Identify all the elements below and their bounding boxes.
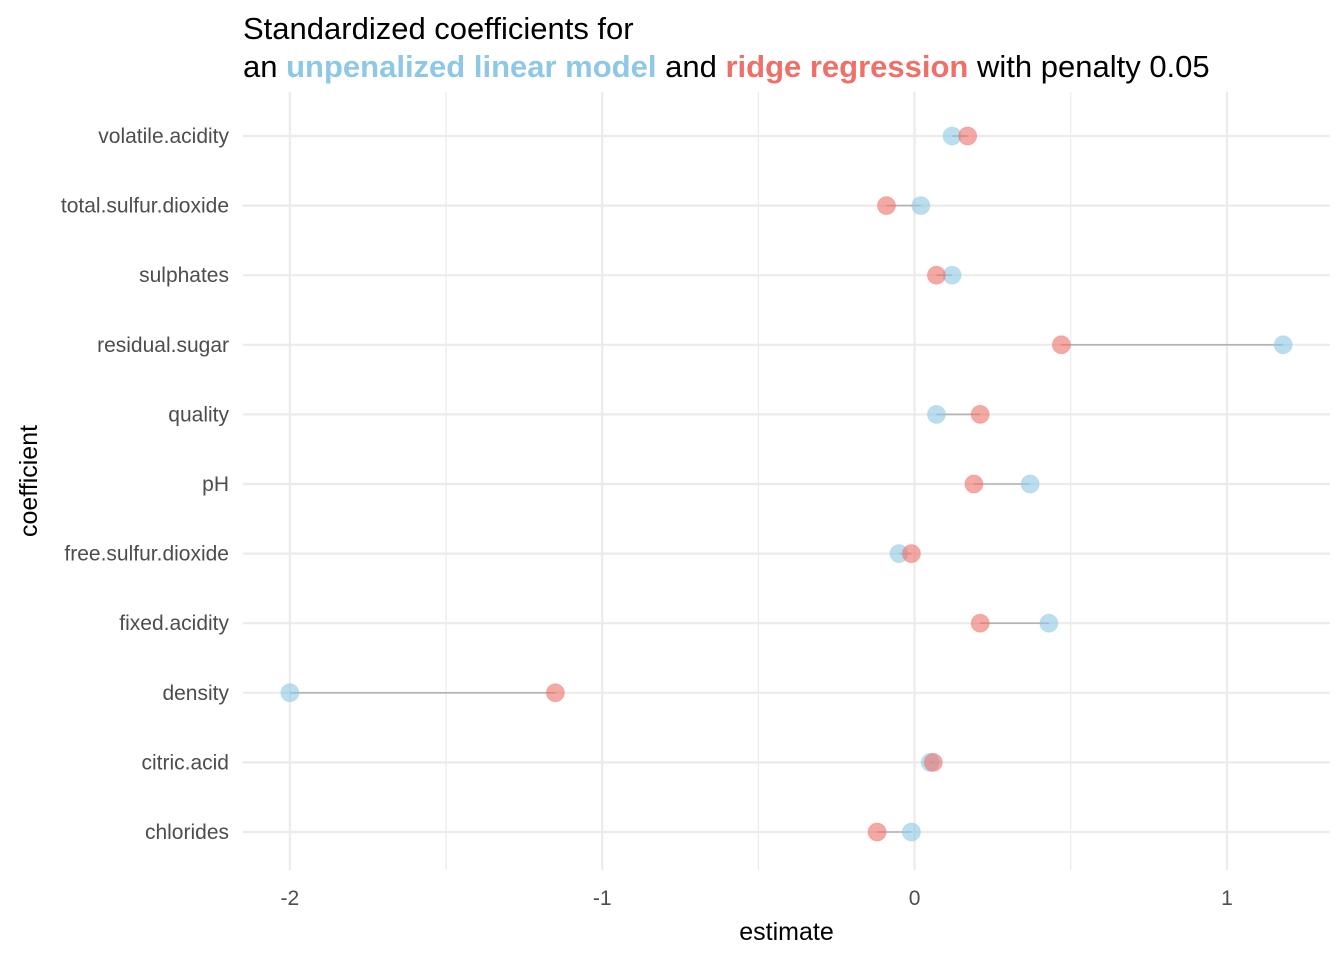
point-unpenalized-residual.sugar — [1273, 335, 1293, 355]
point-unpenalized-quality — [926, 404, 946, 424]
y-tick-label: chlorides — [145, 821, 229, 844]
title-line-1: Standardized coefficients for — [243, 11, 634, 46]
x-tick-label: -1 — [593, 887, 612, 910]
grid-lines — [243, 92, 1330, 870]
x-tick-label: -2 — [281, 887, 300, 910]
title-highlight-unpenalized: unpenalized linear model — [286, 49, 657, 84]
point-unpenalized-density — [280, 683, 300, 703]
x-tick-label: 0 — [909, 887, 921, 910]
chart-title: Standardized coefficients for an unpenal… — [243, 10, 1210, 86]
point-ridge-residual.sugar — [1051, 335, 1071, 355]
point-ridge-sulphates — [926, 265, 946, 285]
point-ridge-citric.acid — [923, 752, 943, 772]
y-tick-label: volatile.acidity — [98, 125, 229, 148]
point-ridge-free.sulfur.dioxide — [901, 544, 921, 564]
y-tick-label: free.sulfur.dioxide — [64, 543, 229, 566]
y-tick-label: fixed.acidity — [119, 612, 229, 635]
point-unpenalized-pH — [1020, 474, 1040, 494]
y-tick-label: total.sulfur.dioxide — [61, 195, 229, 218]
x-tick-label: 1 — [1221, 887, 1233, 910]
point-ridge-quality — [970, 404, 990, 424]
title-suffix: with penalty 0.05 — [977, 49, 1210, 84]
y-tick-label: sulphates — [139, 264, 229, 287]
x-axis-title: estimate — [739, 918, 833, 946]
y-tick-labels: chlorides citric.acid density fixed.acidity… — [61, 125, 230, 844]
points — [280, 126, 1293, 842]
point-ridge-volatile.acidity — [958, 126, 978, 146]
title-highlight-ridge: ridge regression — [725, 49, 969, 84]
point-ridge-fixed.acidity — [970, 613, 990, 633]
point-unpenalized-chlorides — [901, 822, 921, 842]
y-axis-title: coefficient — [15, 425, 43, 537]
y-tick-label: pH — [202, 473, 229, 496]
title-line-2: an unpenalized linear model and ridge re… — [243, 48, 1210, 86]
point-ridge-pH — [964, 474, 984, 494]
y-tick-label: residual.sugar — [97, 334, 229, 357]
point-ridge-total.sulfur.dioxide — [876, 196, 896, 216]
point-unpenalized-total.sulfur.dioxide — [911, 196, 931, 216]
point-ridge-chlorides — [867, 822, 887, 842]
point-ridge-density — [545, 683, 565, 703]
y-tick-label: quality — [168, 403, 229, 426]
x-tick-labels: -2 -1 0 1 — [281, 887, 1233, 910]
title-middle: and — [665, 49, 717, 84]
title-prefix: an — [243, 49, 278, 84]
point-unpenalized-fixed.acidity — [1039, 613, 1059, 633]
y-tick-label: citric.acid — [141, 751, 229, 774]
y-tick-label: density — [162, 682, 229, 705]
